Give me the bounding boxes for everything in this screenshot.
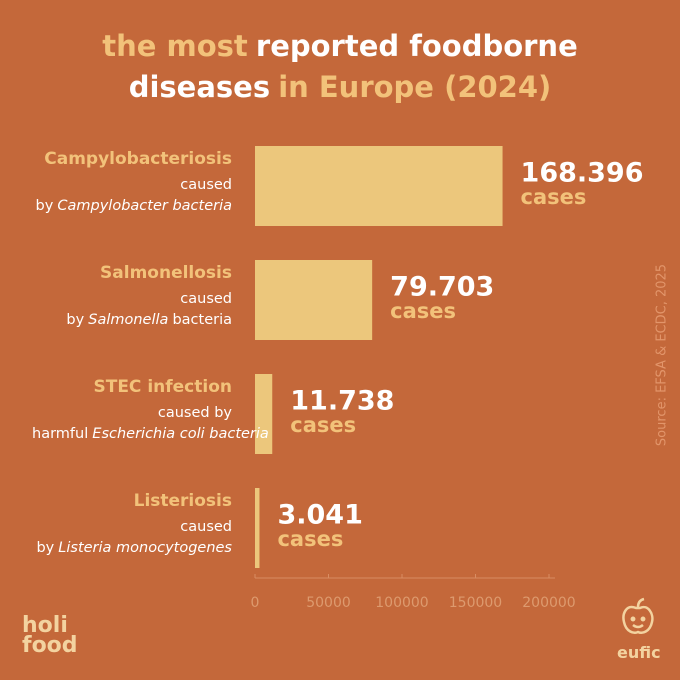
description-part: caused by bbox=[36, 519, 232, 556]
description-part: caused by bbox=[35, 177, 232, 214]
bar bbox=[255, 146, 503, 226]
category-description: caused by Campylobacter bacteria bbox=[32, 175, 232, 217]
chart-title: the most reported foodborne diseases in Eur… bbox=[0, 26, 680, 108]
title-part: diseases bbox=[128, 70, 271, 104]
value-label: 11.738 bbox=[290, 386, 394, 417]
description-part: caused by bbox=[66, 291, 232, 328]
x-tick-label: 200000 bbox=[522, 595, 575, 611]
eufic-icon bbox=[622, 597, 654, 634]
category-description: caused by harmful Escherichia coli bacter… bbox=[32, 403, 269, 445]
value-label: 168.396 bbox=[521, 158, 644, 189]
category-name: Campylobacteriosis bbox=[44, 149, 232, 169]
description-part: Campylobacter bacteria bbox=[57, 198, 232, 214]
bar bbox=[255, 374, 273, 454]
description-part: bacteria bbox=[172, 312, 232, 328]
category-name: STEC infection bbox=[93, 377, 232, 397]
unit-label: cases bbox=[277, 527, 343, 551]
category-name: Salmonellosis bbox=[100, 263, 232, 283]
category-label: STEC infection caused by harmful Escherich… bbox=[20, 375, 269, 445]
x-tick-label: 100000 bbox=[375, 595, 428, 611]
bar bbox=[255, 260, 373, 340]
category-label: Salmonellosis caused by Salmonella bacteria bbox=[20, 261, 232, 331]
bar bbox=[255, 488, 260, 568]
logo-text: food bbox=[22, 633, 78, 658]
x-tick-label: 50000 bbox=[306, 595, 351, 611]
title-line: diseases in Europe (2024) bbox=[0, 67, 680, 108]
value-label: 79.703 bbox=[390, 272, 494, 303]
category-label: Listeriosis caused by Listeria monocytogen… bbox=[20, 489, 232, 559]
category-description: caused by Listeria monocytogenes bbox=[32, 517, 232, 559]
category-description: caused by Salmonella bacteria bbox=[32, 289, 232, 331]
value-label: 3.041 bbox=[277, 500, 362, 531]
logo-text: holi bbox=[22, 613, 68, 638]
title-line: the most reported foodborne bbox=[0, 26, 680, 67]
description-part: Escherichia coli bacteria bbox=[92, 426, 269, 442]
description-part: Salmonella bbox=[88, 312, 169, 328]
unit-label: cases bbox=[521, 185, 587, 209]
title-part: in Europe (2024) bbox=[278, 70, 552, 104]
title-part: reported foodborne bbox=[255, 29, 578, 63]
holifood-logo: holi food bbox=[22, 613, 78, 658]
category-label: Campylobacteriosis caused by Campylobacter… bbox=[20, 147, 232, 217]
source-note: Source: EFSA & ECDC, 2025 bbox=[655, 264, 670, 446]
category-name: Listeriosis bbox=[133, 491, 232, 511]
unit-label: cases bbox=[290, 413, 356, 437]
unit-label: cases bbox=[390, 299, 456, 323]
description-part: Listeria monocytogenes bbox=[58, 540, 232, 556]
x-tick-label: 150000 bbox=[449, 595, 502, 611]
eufic-logo: eufic bbox=[617, 643, 661, 662]
title-part: the most bbox=[102, 29, 248, 63]
x-tick-label: 0 bbox=[251, 595, 260, 611]
description-part: caused by harmful bbox=[32, 405, 232, 442]
